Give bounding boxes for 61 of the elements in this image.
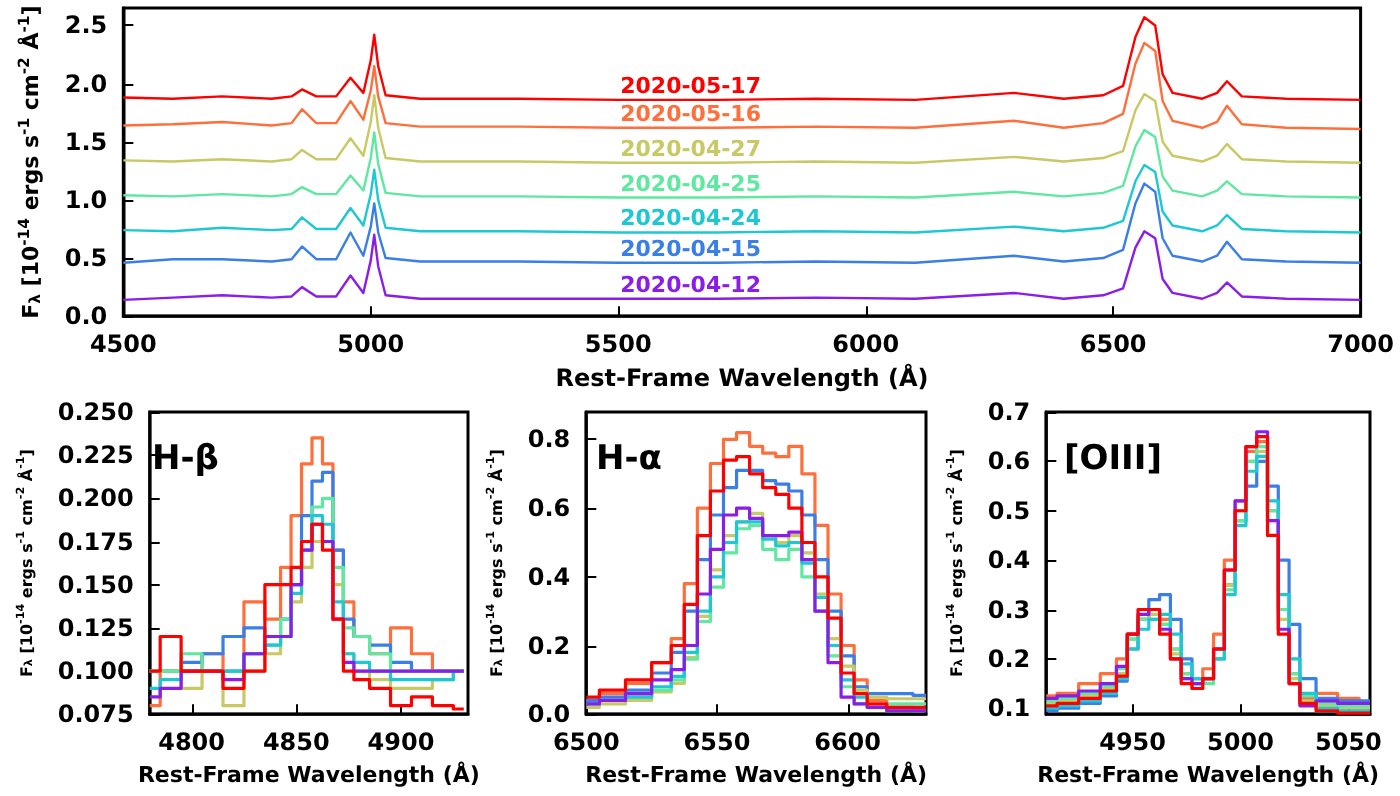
y-tick-label: 0.4 — [987, 546, 1031, 575]
series-label: 2020-04-15 — [620, 235, 761, 262]
y-tick-label: 1.5 — [64, 127, 108, 156]
y-tick-label: 0.0 — [527, 700, 571, 729]
line-series — [122, 230, 1362, 302]
series-label: 2020-04-24 — [620, 205, 762, 232]
x-tick-label: 6550 — [683, 728, 751, 757]
x-axis-title: Rest-Frame Wavelength (Å) — [555, 362, 929, 392]
y-tick-label: 0.1 — [987, 694, 1031, 723]
line-series — [122, 16, 1362, 102]
x-axis-title: Rest-Frame Wavelength (Å) — [585, 760, 928, 788]
y-tick-label: 0.4 — [527, 562, 571, 591]
y-tick-label: 0.100 — [57, 657, 134, 686]
series-label: 2020-04-25 — [620, 170, 761, 197]
x-tick-label: 4800 — [158, 728, 225, 757]
x-tick-label: 7000 — [1327, 330, 1395, 359]
y-tick-label: 0.0 — [64, 302, 108, 331]
line-series — [122, 41, 1362, 131]
y-tick-label: 0.5 — [64, 244, 108, 273]
series-label: 2020-04-27 — [620, 135, 761, 162]
x-tick-label: 6600 — [814, 728, 882, 757]
x-tick-label: 5000 — [337, 330, 405, 359]
line-series — [122, 92, 1362, 164]
x-tick-label: 4950 — [1099, 728, 1167, 757]
x-tick-label: 4500 — [89, 330, 157, 359]
x-tick-label: 5000 — [1207, 728, 1274, 757]
x-axis-title: Rest-Frame Wavelength (Å) — [1037, 760, 1380, 788]
y-tick-label: 0.8 — [527, 425, 571, 454]
y-tick-label: 0.075 — [57, 700, 134, 729]
y-tick-label: 0.5 — [987, 496, 1031, 525]
text: [OIII] — [1064, 439, 1162, 479]
y-tick-label: 0.125 — [57, 613, 134, 642]
x-tick-label: 6000 — [832, 330, 900, 359]
series-label: 2020-05-16 — [620, 100, 762, 127]
y-tick-label: 1.0 — [64, 185, 108, 214]
line-series — [122, 128, 1362, 199]
y-tick-label: 2.0 — [64, 69, 108, 98]
y-tick-label: 0.6 — [987, 447, 1031, 476]
x-tick-label: 4850 — [262, 728, 330, 757]
y-tick-label: 0.175 — [57, 527, 134, 556]
x-tick-label: 6500 — [1079, 330, 1147, 359]
y-tick-label: 0.2 — [987, 644, 1031, 673]
y-tick-label: 0.3 — [987, 595, 1031, 624]
line-series — [122, 163, 1362, 234]
y-tick-label: 0.2 — [527, 631, 571, 660]
y-tick-label: 0.250 — [57, 398, 134, 426]
x-tick-label: 5050 — [1315, 728, 1382, 757]
series-label: 2020-04-12 — [620, 271, 761, 298]
y-tick-label: 2.5 — [64, 11, 108, 40]
y-tick-label: 0.7 — [987, 398, 1031, 426]
x-axis-title: Rest-Frame Wavelength (Å) — [137, 760, 480, 788]
x-tick-label: 6500 — [552, 728, 620, 757]
y-tick-label: 0.150 — [57, 570, 134, 599]
y-tick-label: 0.200 — [57, 484, 134, 513]
text: H-α — [596, 439, 662, 479]
y-tick-label: 0.6 — [527, 494, 571, 523]
y-tick-label: 0.225 — [57, 441, 134, 470]
x-tick-label: 5500 — [584, 330, 652, 359]
series-label: 2020-05-17 — [620, 72, 761, 99]
x-tick-label: 4900 — [367, 728, 435, 757]
text: H-β — [152, 439, 219, 479]
